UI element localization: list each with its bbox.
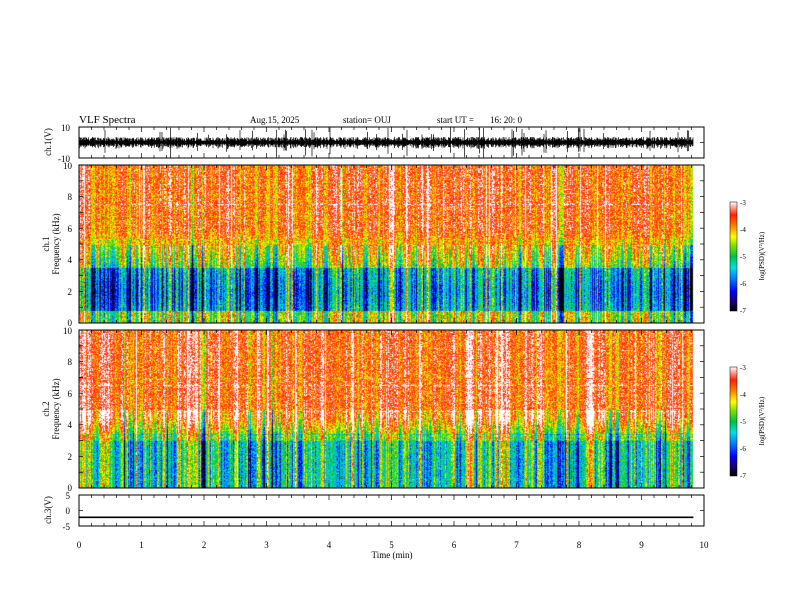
ch1-freq-tick-0: 0 (68, 318, 73, 328)
xtick-2: 2 (202, 540, 207, 550)
ch1-waveform-panel: 10 -10 ch.1(V) (43, 123, 705, 164)
ch1-cbar-tick-m6: -6 (740, 280, 746, 288)
ch1-freq-tick-4: 4 (68, 255, 73, 265)
ch2-freq-tick-2: 2 (68, 452, 73, 462)
ch2-cbar-tick-m5: -5 (740, 418, 746, 426)
ch1-colorbar: -3 -4 -5 -6 -7 log(PSD)(V²/Hz) (729, 199, 766, 315)
ch1-cbar-tick-m5: -5 (740, 253, 746, 261)
ch2-spectrogram-ylabel-freq: Frequency (kHz) (51, 378, 61, 439)
ch2-cbar-tick-m6: -6 (740, 445, 746, 453)
ch2-colorbar-label: log(PSD)(V²/Hz) (758, 396, 766, 445)
ch3-waveform-panel: 5 0 -5 ch.3(V) (43, 491, 705, 532)
ch1-cbar-tick-m3: -3 (740, 199, 746, 207)
ch1-spectrogram-ylabel-freq: Frequency (kHz) (51, 213, 61, 274)
xtick-4: 4 (327, 540, 332, 550)
x-axis: 0 1 2 3 4 5 6 7 8 9 10 Time (min) (77, 540, 709, 560)
ch1-waveform-ylabel: ch.1(V) (43, 128, 53, 156)
ch2-spectrogram-ylabel-ch: ch.2 (41, 401, 51, 416)
ch3-waveform-ylabel: ch.3(V) (43, 496, 53, 524)
header-start-label: start UT = (437, 115, 474, 125)
ch2-spectrogram-canvas-holder (79, 330, 704, 488)
ch1-freq-tick-2: 2 (68, 287, 73, 297)
ch1-cbar-tick-m7: -7 (740, 307, 746, 315)
ch2-freq-tick-10: 10 (63, 326, 73, 336)
x-axis-label: Time (min) (372, 550, 413, 560)
header-start-time: 16: 20: 0 (490, 115, 523, 125)
ch1-colorbar-gradient (729, 201, 738, 312)
ch3-waveform-ticks (78, 494, 705, 527)
header-station: station= OUJ (343, 115, 391, 125)
ch2-colorbar-gradient (729, 366, 738, 477)
ch1-freq-tick-8: 8 (68, 192, 73, 202)
ch2-freq-tick-6: 6 (68, 389, 73, 399)
ch2-cbar-tick-m3: -3 (740, 364, 746, 372)
xtick-8: 8 (577, 540, 582, 550)
xtick-9: 9 (639, 540, 644, 550)
ch1-spectrogram-ticks (78, 164, 705, 324)
ch2-colorbar: -3 -4 -5 -6 -7 log(PSD)(V²/Hz) (729, 364, 766, 480)
ch1-ytick-10: 10 (61, 123, 71, 133)
xtick-7: 7 (514, 540, 519, 550)
ch2-freq-tick-4: 4 (68, 420, 73, 430)
ch2-spectrogram-panel: 0 2 4 6 8 10 ch.2 Frequency (kHz) (41, 326, 705, 493)
xtick-5: 5 (389, 540, 394, 550)
xtick-6: 6 (452, 540, 457, 550)
figure-title: VLF Spectra (79, 114, 136, 126)
ch1-colorbar-label: log(PSD)(V²/Hz) (758, 231, 766, 280)
ch3-ytick-neg5: -5 (63, 522, 71, 532)
ch2-spectrogram-heatmap (79, 330, 704, 488)
ch2-freq-tick-0: 0 (68, 483, 73, 493)
ch2-cbar-tick-m4: -4 (740, 391, 746, 399)
ch3-ytick-0: 0 (66, 506, 71, 516)
ch1-freq-tick-10: 10 (63, 161, 73, 171)
xtick-1: 1 (139, 540, 144, 550)
ch1-spectrogram-heatmap (79, 165, 704, 323)
ch1-spectrogram-canvas-holder (79, 165, 704, 323)
ch2-cbar-tick-m7: -7 (740, 472, 746, 480)
ch2-spectrogram-ticks (78, 329, 705, 489)
xtick-0: 0 (77, 540, 82, 550)
ch1-cbar-tick-m4: -4 (740, 226, 746, 234)
ch2-freq-tick-8: 8 (68, 357, 73, 367)
ch1-freq-tick-6: 6 (68, 224, 73, 234)
header-date: Aug.15, 2025 (250, 115, 300, 125)
xtick-3: 3 (264, 540, 269, 550)
ch1-waveform-ticks (78, 126, 705, 159)
xtick-10: 10 (700, 540, 710, 550)
ch3-waveform-frame (78, 494, 705, 527)
ch1-spectrogram-ylabel-ch: ch.1 (41, 236, 51, 251)
ch3-ytick-5: 5 (66, 491, 71, 501)
ch1-ytick-neg10: -10 (58, 154, 70, 164)
ch1-spectrogram-panel: 0 2 4 6 8 10 ch.1 Frequency (kHz) (41, 161, 705, 328)
